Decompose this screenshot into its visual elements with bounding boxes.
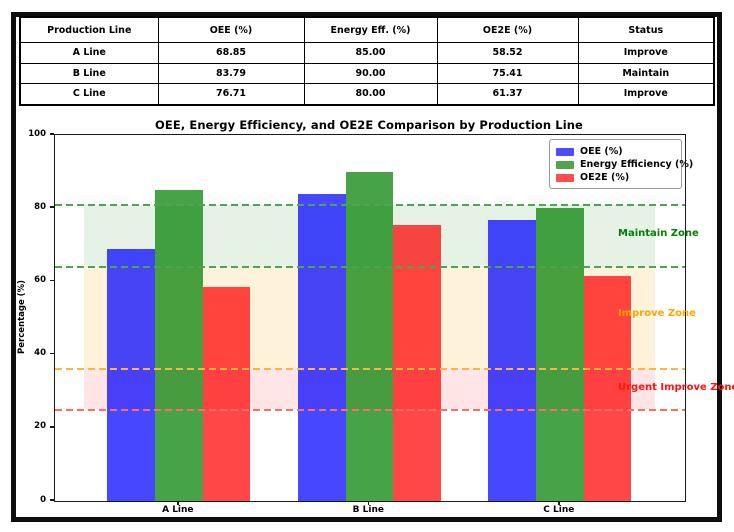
- table-cell-value: 58.52: [436, 42, 579, 64]
- table-cell-value: 75.41: [436, 62, 579, 84]
- plot-area: Maintain Zone Improve Zone Urgent Improve …: [54, 134, 734, 502]
- x-tick-mark: [367, 501, 370, 505]
- threshold-dashed-line: [55, 368, 685, 371]
- legend-label: OE2E (%): [580, 172, 630, 183]
- y-tick-mark: [50, 133, 54, 135]
- bar: [583, 276, 632, 501]
- x-tick-mark: [177, 501, 179, 505]
- y-tick-mark: [50, 499, 54, 501]
- table-cell-status: Improve: [577, 42, 715, 64]
- table-cell-value: 76.71: [157, 83, 305, 105]
- legend-item: OE2E (%): [556, 171, 675, 184]
- legend-swatch: [556, 160, 574, 169]
- table-cell-status: Maintain: [577, 62, 715, 84]
- y-tick-mark: [50, 279, 54, 282]
- legend-label: OEE (%): [580, 146, 623, 157]
- table-cell-line: C Line: [19, 83, 159, 105]
- table-header-cell: Energy Eff. (%): [303, 16, 438, 43]
- table-header-cell: OE2E (%): [436, 16, 579, 43]
- legend-swatch: [556, 147, 574, 156]
- table-cell-status: Improve: [577, 83, 715, 105]
- table-header-cell: OEE (%): [157, 16, 305, 43]
- y-tick-label: 80: [34, 201, 46, 212]
- table-cell-value: 61.37: [436, 83, 579, 105]
- y-tick-label: 40: [34, 348, 46, 359]
- bar: [297, 194, 346, 501]
- table-cell-value: 90.00: [303, 62, 438, 84]
- x-tick-mark: [558, 501, 560, 505]
- bar: [202, 286, 251, 501]
- bar: [345, 171, 394, 501]
- y-tick-mark: [50, 352, 54, 355]
- table-header-cell: Production Line: [19, 16, 159, 43]
- legend-item: Energy Efficiency (%): [556, 158, 693, 171]
- bar: [488, 220, 536, 501]
- bar: [155, 189, 203, 501]
- table-header-row: Production Line OEE (%) Energy Eff. (%) OE2…: [19, 16, 715, 43]
- table-row: B Line 83.79 90.00 75.41 Maintain: [19, 62, 715, 84]
- production-line-table: Production Line OEE (%) Energy Eff. (%) OE2…: [19, 16, 715, 106]
- figure-border: [11, 12, 722, 522]
- table-cell-value: 80.00: [303, 83, 438, 105]
- threshold-dashed-line: [55, 408, 685, 411]
- table-cell-line: B Line: [19, 62, 159, 84]
- legend-label: Energy Efficiency (%): [580, 159, 694, 170]
- y-tick-mark: [50, 206, 54, 208]
- x-tick-label: A Line: [162, 505, 194, 515]
- table-cell-value: 83.79: [157, 62, 305, 84]
- y-tick-label: 100: [28, 128, 46, 139]
- table-header-cell: Status: [577, 16, 715, 43]
- chart-title: OEE, Energy Efficiency, and OE2E Compari…: [155, 118, 583, 132]
- y-tick-label: 0: [40, 494, 46, 505]
- threshold-dashed-line: [55, 203, 685, 206]
- y-tick-mark: [50, 426, 54, 428]
- zone-label: Urgent Improve Zone: [618, 381, 734, 393]
- table-row: C Line 76.71 80.00 61.37 Improve: [19, 83, 715, 105]
- legend: OEE (%) Energy Efficiency (%) OE2E (%): [549, 139, 693, 189]
- table-row: A Line 68.85 85.00 58.52 Improve: [19, 42, 715, 64]
- y-tick-label: 20: [34, 421, 46, 432]
- x-tick-label: B Line: [352, 505, 384, 515]
- y-tick-label: 60: [34, 274, 46, 285]
- table-cell-line: A Line: [19, 42, 159, 64]
- bar: [393, 224, 441, 501]
- legend-item: OEE (%): [556, 145, 675, 158]
- threshold-dashed-line: [55, 265, 685, 268]
- x-tick-label: C Line: [543, 505, 575, 515]
- legend-swatch: [556, 173, 574, 182]
- bar: [107, 249, 155, 501]
- table-cell-value: 85.00: [303, 42, 438, 64]
- zone-label: Maintain Zone: [618, 227, 699, 239]
- bar: [536, 208, 584, 501]
- table-cell-value: 68.85: [157, 42, 305, 64]
- zone-label: Improve Zone: [618, 308, 696, 320]
- y-axis-title: Percentage (%): [17, 280, 27, 354]
